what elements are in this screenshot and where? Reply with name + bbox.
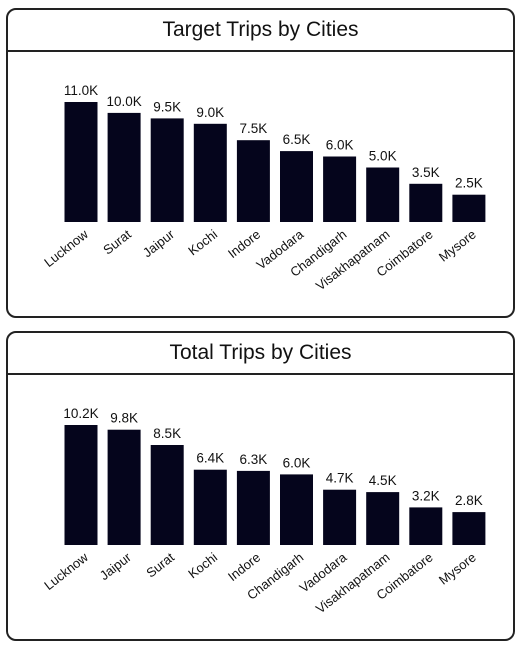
category-label: Jaipur bbox=[140, 226, 178, 260]
chart-title: Total Trips by Cities bbox=[169, 341, 352, 364]
category-label: Indore bbox=[225, 550, 263, 585]
data-label: 10.0K bbox=[106, 94, 141, 109]
bar-lucknow bbox=[64, 425, 98, 545]
bar-surat bbox=[150, 445, 184, 545]
data-label: 3.2K bbox=[412, 488, 440, 503]
data-label: 9.0K bbox=[196, 105, 224, 120]
total-trips-panel: Total Trips by Cities 10.2K Lucknow 9.8K Ja… bbox=[6, 331, 515, 641]
chart-title: Target Trips by Cities bbox=[162, 18, 359, 41]
data-label: 9.5K bbox=[153, 99, 181, 114]
data-label: 6.0K bbox=[283, 455, 311, 470]
bar-chandigarh bbox=[280, 474, 313, 545]
category-label: Indore bbox=[225, 227, 263, 262]
bar-surat bbox=[107, 112, 141, 222]
bar-mysore bbox=[452, 194, 486, 222]
total-trips-chart: 10.2K Lucknow 9.8K Jaipur 8.5K Surat 6.4K Kochi… bbox=[41, 406, 486, 617]
data-label: 10.2K bbox=[63, 406, 98, 421]
bar-mysore bbox=[452, 512, 486, 545]
data-label: 4.7K bbox=[326, 471, 354, 486]
target-trips-chart: 11.0K Lucknow 10.0K Surat 9.5K Jaipur 9.0K Koch… bbox=[41, 83, 486, 294]
data-label: 2.5K bbox=[455, 176, 483, 191]
category-label: Kochi bbox=[185, 226, 220, 258]
bar-indore bbox=[236, 470, 270, 545]
data-label: 8.5K bbox=[153, 426, 181, 441]
bar-coimbatore bbox=[409, 183, 443, 222]
bar-jaipur bbox=[150, 118, 184, 222]
category-label: Lucknow bbox=[41, 549, 91, 593]
data-label: 6.0K bbox=[326, 138, 354, 153]
bar-vadodara bbox=[323, 489, 357, 545]
category-label: Surat bbox=[100, 226, 134, 257]
category-label: Visakhapatnam bbox=[313, 550, 393, 617]
bar-kochi bbox=[193, 469, 227, 545]
panel-header: Total Trips by Cities bbox=[8, 333, 513, 375]
data-label: 9.8K bbox=[110, 411, 138, 426]
bar-coimbatore bbox=[409, 507, 443, 545]
category-label: Kochi bbox=[185, 549, 220, 581]
data-label: 5.0K bbox=[369, 149, 397, 164]
data-label: 11.0K bbox=[64, 83, 98, 98]
category-label: Mysore bbox=[436, 550, 479, 588]
data-label: 7.5K bbox=[240, 121, 268, 136]
panel-header: Target Trips by Cities bbox=[8, 10, 513, 52]
bar-lucknow bbox=[64, 102, 98, 222]
data-label: 6.5K bbox=[283, 132, 311, 147]
category-label: Mysore bbox=[436, 227, 479, 265]
target-trips-panel: Target Trips by Cities 11.0K Lucknow 10.0K… bbox=[6, 8, 515, 318]
category-label: Jaipur bbox=[97, 549, 135, 583]
data-label: 6.4K bbox=[196, 451, 224, 466]
data-label: 2.8K bbox=[455, 493, 483, 508]
data-label: 6.3K bbox=[240, 452, 268, 467]
bar-visakhapatnam bbox=[366, 167, 400, 222]
bar-kochi bbox=[193, 123, 227, 222]
bar-vadodara bbox=[280, 151, 313, 222]
category-label: Surat bbox=[143, 549, 177, 580]
bar-visakhapatnam bbox=[366, 492, 400, 545]
bar-indore bbox=[236, 140, 270, 222]
bar-chandigarh bbox=[323, 156, 357, 222]
bar-jaipur bbox=[107, 429, 141, 545]
data-label: 4.5K bbox=[369, 473, 397, 488]
category-label: Visakhapatnam bbox=[313, 227, 393, 294]
category-label: Lucknow bbox=[41, 226, 91, 270]
data-label: 3.5K bbox=[412, 165, 440, 180]
